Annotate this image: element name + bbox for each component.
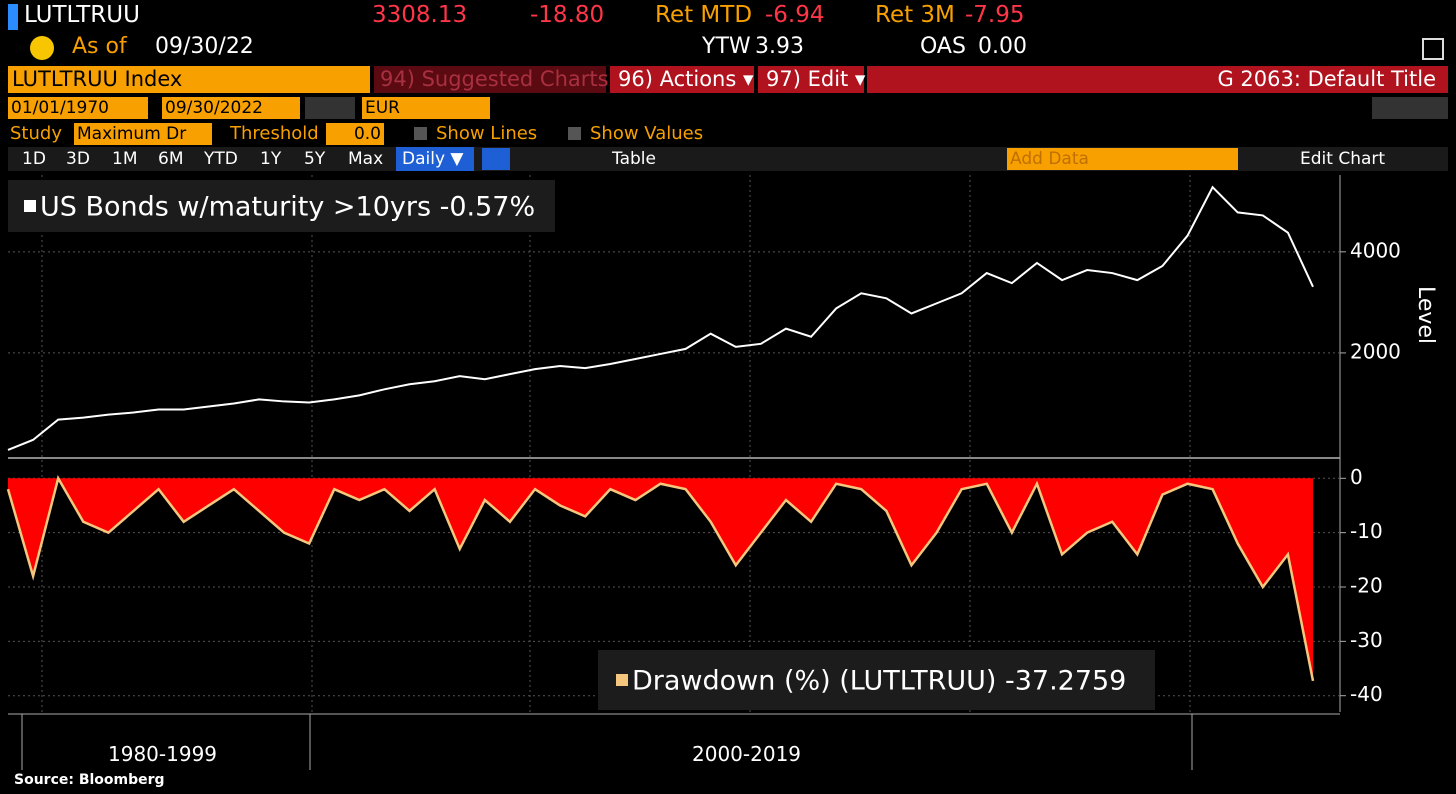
start-date[interactable]: 01/01/1970 (8, 97, 148, 119)
y-tick-label: -30 (1350, 628, 1383, 652)
plot-bg (8, 172, 1340, 712)
ret-mtd-label: Ret MTD (655, 2, 753, 28)
drawdown-area (8, 478, 1313, 681)
show-lines[interactable]: Show Lines (436, 123, 538, 144)
y-tick-label: -40 (1350, 682, 1383, 706)
y-tick-label: 2000 (1350, 339, 1401, 363)
oas: 0.00 (978, 34, 1027, 59)
ticker: LUTLTRUU (24, 2, 140, 28)
source: Source: Bloomberg (14, 772, 165, 788)
suggested-charts[interactable]: 94) Suggested Charts (374, 66, 609, 93)
study-field[interactable]: Maximum Dr (74, 123, 212, 145)
range-button[interactable]: YTD (204, 149, 238, 169)
range-button[interactable]: 5Y (304, 149, 326, 169)
legend-label: Drawdown (%) (LUTLTRUU) -37.2759 (632, 666, 1126, 697)
y-tick-label: -20 (1350, 574, 1383, 598)
y-axis-label: Level (1413, 286, 1438, 344)
legend-swatch (24, 200, 36, 212)
legend-box (598, 650, 1155, 710)
date-nav[interactable] (305, 97, 355, 119)
legend-swatch (616, 674, 628, 686)
range-button[interactable]: 1Y (260, 149, 282, 169)
show-values[interactable]: Show Values (590, 123, 704, 144)
price: 3308.13 (372, 2, 468, 28)
oas-label: OAS (920, 34, 966, 59)
y-tick-label: -10 (1350, 519, 1383, 543)
range-button[interactable]: 3D (66, 149, 90, 169)
edit-menu[interactable]: 97) Edit ▾ (758, 66, 865, 93)
ret-mtd: -6.94 (765, 2, 825, 28)
ytw-label: YTW (702, 34, 751, 59)
checkbox[interactable] (568, 127, 581, 140)
end-date[interactable]: 09/30/2022 (162, 97, 300, 119)
gauge-icon[interactable] (30, 36, 54, 60)
frequency-button[interactable]: Daily ▼ (396, 147, 474, 171)
range-button[interactable]: Max (348, 149, 384, 169)
range-button[interactable]: 1M (112, 149, 138, 169)
ticker-marker (8, 4, 18, 30)
change: -18.80 (530, 2, 605, 28)
x-group-label: 1980-1999 (108, 742, 218, 766)
y-tick-label: 0 (1350, 465, 1363, 489)
as-of-label: As of (72, 34, 127, 59)
range-button[interactable]: 6M (158, 149, 184, 169)
legend-label: US Bonds w/maturity >10yrs -0.57% (40, 192, 535, 223)
x-group-label: 2000-2019 (692, 742, 802, 766)
chart-title-bar: G 2063: Default Title (867, 66, 1448, 93)
security-field[interactable]: LUTLTRUU Index (8, 66, 370, 93)
as-of: 09/30/22 (155, 34, 254, 59)
threshold-label: Threshold (230, 123, 319, 144)
ret-3m: -7.95 (965, 2, 1025, 28)
expand-icon[interactable] (1422, 38, 1444, 60)
currency[interactable]: EUR (362, 97, 490, 119)
add-data[interactable]: Add Data (1007, 148, 1238, 170)
edit-chart[interactable]: Edit Chart (1300, 149, 1386, 169)
study-label: Study (10, 123, 62, 144)
drawdown-line (6, 475, 1315, 682)
chart-type-button[interactable] (482, 148, 510, 170)
checkbox[interactable] (414, 127, 427, 140)
y-tick-label: 4000 (1350, 238, 1401, 262)
actions-menu[interactable]: 96) Actions ▾ (610, 66, 754, 93)
undo-redo[interactable] (1372, 97, 1448, 119)
level-line (7, 185, 1314, 451)
threshold-field[interactable]: 0.0 (326, 123, 384, 145)
ytw: 3.93 (755, 34, 804, 59)
legend-box (8, 180, 555, 232)
ret-3m-label: Ret 3M (875, 2, 955, 28)
table-button[interactable]: Table (612, 149, 656, 169)
range-button[interactable]: 1D (22, 149, 46, 169)
